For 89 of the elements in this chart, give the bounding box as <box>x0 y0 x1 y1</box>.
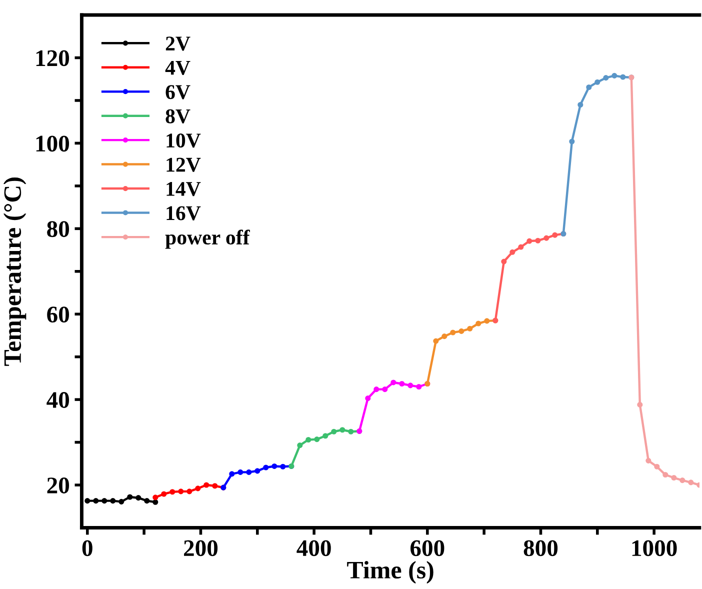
point <box>688 480 694 486</box>
point <box>118 498 124 504</box>
legend-label: 6V <box>166 85 190 100</box>
point <box>204 482 210 488</box>
point <box>229 471 235 477</box>
legend-label: 14V <box>166 182 201 196</box>
point <box>671 474 677 481</box>
point <box>510 249 516 255</box>
point <box>84 498 90 504</box>
point <box>186 488 192 494</box>
x-tick-label: 0 <box>82 540 92 556</box>
point <box>322 433 328 439</box>
point <box>170 489 176 495</box>
point <box>238 469 244 475</box>
y-tick-label: 100 <box>36 136 70 152</box>
point <box>569 138 575 144</box>
point <box>263 464 269 470</box>
x-axis-title: Time (s) <box>347 560 434 584</box>
legend-label: power off <box>165 230 250 249</box>
point <box>306 436 312 443</box>
point <box>646 458 652 464</box>
x-tick-label: 200 <box>184 540 218 556</box>
y-tick-label: 20 <box>47 478 70 494</box>
point <box>654 464 660 470</box>
point <box>518 244 524 250</box>
x-tick-label: 1000 <box>632 540 677 556</box>
point <box>178 488 184 494</box>
point <box>136 495 142 501</box>
point <box>93 498 99 504</box>
point <box>484 318 490 324</box>
point <box>578 102 584 108</box>
legend-label: 16V <box>166 206 201 220</box>
legend-label: 10V <box>166 133 201 148</box>
point <box>331 428 337 434</box>
point <box>637 402 643 408</box>
x-tick-label: 400 <box>296 540 331 556</box>
point <box>442 334 448 340</box>
point <box>102 498 108 504</box>
point <box>348 428 354 434</box>
point <box>586 84 592 90</box>
point <box>620 74 626 80</box>
point <box>450 330 456 336</box>
point <box>467 326 473 332</box>
legend-label: 4V <box>165 60 190 75</box>
point <box>390 380 396 386</box>
point <box>603 75 609 81</box>
point <box>127 494 133 500</box>
point <box>476 320 482 326</box>
point <box>594 79 600 85</box>
x-tick-label: 800 <box>524 540 558 556</box>
legend-label: 12V <box>166 158 201 172</box>
point <box>314 436 320 442</box>
point <box>416 384 422 390</box>
point <box>195 486 201 492</box>
point <box>526 238 532 244</box>
point <box>254 468 260 474</box>
point <box>152 499 158 505</box>
point <box>382 386 388 392</box>
legend-label: 2V <box>166 36 190 51</box>
y-tick-label: 80 <box>47 221 70 238</box>
point <box>458 328 464 334</box>
point <box>399 380 405 387</box>
y-tick-label: 120 <box>36 50 70 66</box>
point <box>662 472 668 478</box>
y-tick-label: 40 <box>46 392 70 408</box>
point <box>161 491 167 497</box>
point <box>340 427 346 433</box>
point <box>612 72 618 78</box>
point <box>246 469 252 475</box>
point <box>680 478 686 484</box>
point <box>144 498 150 504</box>
y-tick-label: 60 <box>47 306 70 323</box>
point <box>297 442 303 448</box>
point <box>212 483 218 489</box>
point <box>365 396 371 402</box>
point <box>152 494 158 500</box>
point <box>535 238 541 244</box>
point <box>280 464 286 470</box>
y-axis-title: Temperature (°C) <box>3 178 26 366</box>
point <box>408 382 414 388</box>
point <box>272 463 278 469</box>
legend-label: 8V <box>166 109 190 124</box>
point <box>110 498 116 504</box>
point <box>544 235 550 241</box>
point <box>501 258 507 264</box>
point <box>552 232 558 238</box>
point <box>433 338 439 344</box>
x-tick-label: 600 <box>410 540 444 556</box>
point <box>374 386 380 392</box>
